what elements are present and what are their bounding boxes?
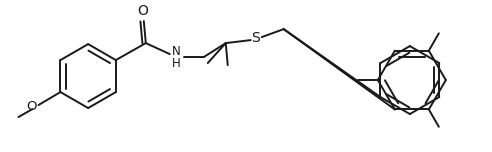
Text: N
H: N H — [171, 45, 180, 70]
Text: O: O — [137, 4, 148, 18]
Text: O: O — [26, 100, 36, 112]
Text: S: S — [251, 31, 260, 45]
